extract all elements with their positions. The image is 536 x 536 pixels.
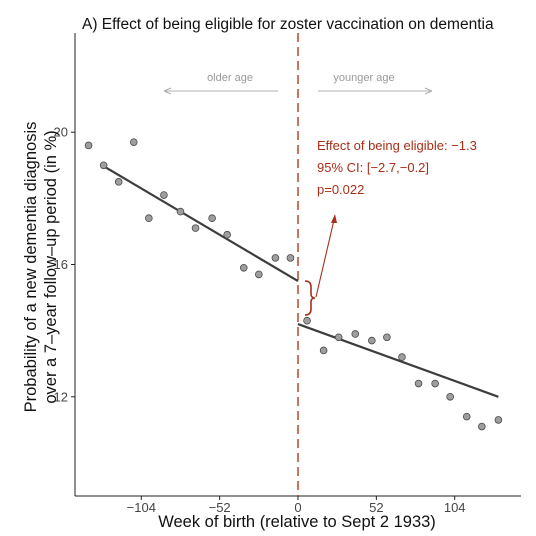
chart-title: A) Effect of being eligible for zoster v…	[82, 16, 494, 33]
data-point	[383, 333, 391, 342]
annotation-ci: 95% CI: [−2.7,−0.2]	[317, 160, 429, 175]
data-point	[319, 346, 328, 355]
annotation-pvalue: p=0.022	[317, 182, 364, 197]
data-point	[494, 416, 503, 424]
age-direction-labels: older age younger age	[163, 72, 433, 95]
younger-age-arrowhead	[424, 87, 433, 95]
data-point	[286, 254, 295, 262]
y-tick-label: 16	[54, 257, 68, 272]
data-point	[255, 270, 263, 279]
data-point	[145, 214, 153, 223]
x-tick-label: −52	[209, 500, 231, 515]
x-axis-ticks: −104 −52 0 52 104	[127, 496, 466, 515]
data-points	[84, 138, 503, 431]
data-point	[208, 214, 216, 223]
effect-annotation: Effect of being eligible: −1.3 95% CI: […	[304, 138, 477, 316]
data-point	[414, 379, 423, 388]
x-tick-label: −104	[127, 500, 156, 515]
data-point	[446, 392, 454, 401]
y-tick-label: 12	[54, 389, 68, 404]
data-point	[114, 178, 123, 186]
data-point	[431, 379, 439, 388]
data-point	[271, 254, 280, 262]
x-axis-title: Week of birth (relative to Sept 2 1933)	[158, 513, 436, 531]
x-tick-label: 0	[294, 500, 301, 515]
data-point	[160, 191, 168, 199]
data-point	[303, 316, 311, 325]
fit-line-left	[101, 164, 299, 282]
data-point	[368, 336, 376, 345]
plot-area: 12 16 20 −104 −52 0 52 104 older age younger a…	[54, 33, 521, 515]
y-axis-ticks: 12 16 20	[54, 125, 75, 404]
effect-brace	[304, 280, 316, 316]
annotation-arrow	[315, 219, 335, 298]
annotation-effect: Effect of being eligible: −1.3	[317, 138, 477, 153]
x-tick-label: 104	[444, 500, 466, 515]
data-point	[129, 138, 138, 146]
data-point	[239, 264, 248, 272]
data-point	[84, 141, 93, 150]
older-age-arrowhead	[163, 87, 172, 95]
older-age-label: older age	[207, 72, 253, 84]
data-point	[351, 330, 360, 338]
y-tick-label: 20	[54, 125, 68, 140]
y-axis-title-line-1: Probability of a new dementia diagnosis	[22, 122, 40, 413]
data-point	[334, 333, 343, 342]
data-point	[462, 412, 471, 421]
annotation-arrowhead	[331, 214, 337, 223]
fit-line-right	[297, 322, 499, 398]
data-point	[478, 422, 486, 431]
data-point	[176, 207, 185, 216]
data-point	[191, 224, 200, 232]
younger-age-label: younger age	[333, 72, 394, 84]
y-axis-title-line-2: over a 7–year follow–up period (in %)	[42, 130, 60, 403]
data-point	[99, 161, 108, 170]
data-point	[398, 353, 406, 361]
fit-lines	[101, 164, 499, 398]
data-point	[223, 230, 231, 239]
x-tick-label: 52	[369, 500, 383, 515]
